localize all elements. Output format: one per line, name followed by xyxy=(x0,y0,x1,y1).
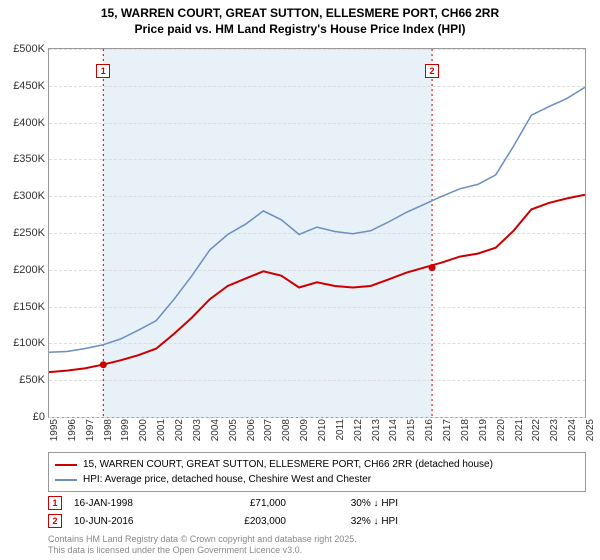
legend-row: HPI: Average price, detached house, Ches… xyxy=(55,472,579,487)
x-tick-label: 2000 xyxy=(138,419,149,441)
legend-row: 15, WARREN COURT, GREAT SUTTON, ELLESMER… xyxy=(55,457,579,472)
marker-box: 2 xyxy=(425,64,439,78)
tx-price: £203,000 xyxy=(196,516,286,527)
x-tick-label: 2021 xyxy=(514,419,525,441)
x-tick-label: 2014 xyxy=(388,419,399,441)
marker-dot xyxy=(429,264,436,271)
x-tick-label: 2025 xyxy=(585,419,596,441)
x-tick-label: 2012 xyxy=(353,419,364,441)
x-tick-label: 1997 xyxy=(85,419,96,441)
x-tick-label: 2020 xyxy=(496,419,507,441)
tx-price: £71,000 xyxy=(196,498,286,509)
marker-mini-box: 2 xyxy=(48,514,62,528)
x-tick-label: 1999 xyxy=(120,419,131,441)
y-tick-label: £100K xyxy=(13,337,45,349)
x-tick-label: 2016 xyxy=(424,419,435,441)
y-tick-label: £250K xyxy=(13,227,45,239)
tx-delta: 32% ↓ HPI xyxy=(298,516,398,527)
footer-line2: This data is licensed under the Open Gov… xyxy=(48,545,357,556)
tx-date: 16-JAN-1998 xyxy=(74,498,184,509)
legend-swatch xyxy=(55,464,77,466)
gridline xyxy=(49,417,585,418)
x-tick-label: 2004 xyxy=(210,419,221,441)
y-tick-label: £350K xyxy=(13,153,45,165)
line-layer xyxy=(49,49,585,417)
series-price_paid xyxy=(49,195,585,372)
x-tick-label: 2009 xyxy=(299,419,310,441)
transaction-row: 1 16-JAN-1998 £71,000 30% ↓ HPI xyxy=(48,496,586,510)
legend-label: 15, WARREN COURT, GREAT SUTTON, ELLESMER… xyxy=(83,457,493,472)
transaction-row: 2 10-JUN-2016 £203,000 32% ↓ HPI xyxy=(48,514,586,528)
marker-box: 1 xyxy=(96,64,110,78)
plot-area: £0£50K£100K£150K£200K£250K£300K£350K£400… xyxy=(48,48,586,418)
x-tick-label: 1998 xyxy=(103,419,114,441)
x-tick-label: 2019 xyxy=(478,419,489,441)
title-line1: 15, WARREN COURT, GREAT SUTTON, ELLESMER… xyxy=(0,6,600,22)
x-tick-label: 2007 xyxy=(263,419,274,441)
title-line2: Price paid vs. HM Land Registry's House … xyxy=(0,22,600,38)
x-tick-label: 2017 xyxy=(442,419,453,441)
marker-dot xyxy=(100,361,107,368)
y-tick-label: £200K xyxy=(13,264,45,276)
x-tick-label: 2011 xyxy=(335,419,346,441)
chart-title: 15, WARREN COURT, GREAT SUTTON, ELLESMER… xyxy=(0,0,600,37)
transaction-list: 1 16-JAN-1998 £71,000 30% ↓ HPI 2 10-JUN-2016… xyxy=(48,496,586,532)
y-tick-label: £400K xyxy=(13,117,45,129)
legend: 15, WARREN COURT, GREAT SUTTON, ELLESMER… xyxy=(48,452,586,492)
x-tick-label: 2015 xyxy=(406,419,417,441)
x-tick-label: 2013 xyxy=(371,419,382,441)
x-tick-label: 2010 xyxy=(317,419,328,441)
y-tick-label: £50K xyxy=(19,374,45,386)
y-tick-label: £0 xyxy=(33,411,45,423)
x-tick-label: 2024 xyxy=(567,419,578,441)
x-tick-label: 2003 xyxy=(192,419,203,441)
x-tick-label: 2002 xyxy=(174,419,185,441)
marker-mini-box: 1 xyxy=(48,496,62,510)
legend-swatch xyxy=(55,479,77,481)
tx-delta: 30% ↓ HPI xyxy=(298,498,398,509)
x-tick-label: 2022 xyxy=(531,419,542,441)
x-tick-label: 2005 xyxy=(228,419,239,441)
x-tick-label: 2018 xyxy=(460,419,471,441)
x-tick-label: 1995 xyxy=(49,419,60,441)
y-tick-label: £150K xyxy=(13,301,45,313)
chart-container: 15, WARREN COURT, GREAT SUTTON, ELLESMER… xyxy=(0,0,600,560)
footer-line1: Contains HM Land Registry data © Crown c… xyxy=(48,534,357,545)
x-tick-label: 2006 xyxy=(246,419,257,441)
tx-date: 10-JUN-2016 xyxy=(74,516,184,527)
footer-text: Contains HM Land Registry data © Crown c… xyxy=(48,534,357,556)
series-hpi xyxy=(49,87,585,352)
x-tick-label: 2023 xyxy=(549,419,560,441)
x-tick-label: 2008 xyxy=(281,419,292,441)
y-tick-label: £500K xyxy=(13,43,45,55)
x-tick-label: 2001 xyxy=(156,419,167,441)
y-tick-label: £300K xyxy=(13,190,45,202)
y-tick-label: £450K xyxy=(13,80,45,92)
legend-label: HPI: Average price, detached house, Ches… xyxy=(83,472,371,487)
x-tick-label: 1996 xyxy=(67,419,78,441)
